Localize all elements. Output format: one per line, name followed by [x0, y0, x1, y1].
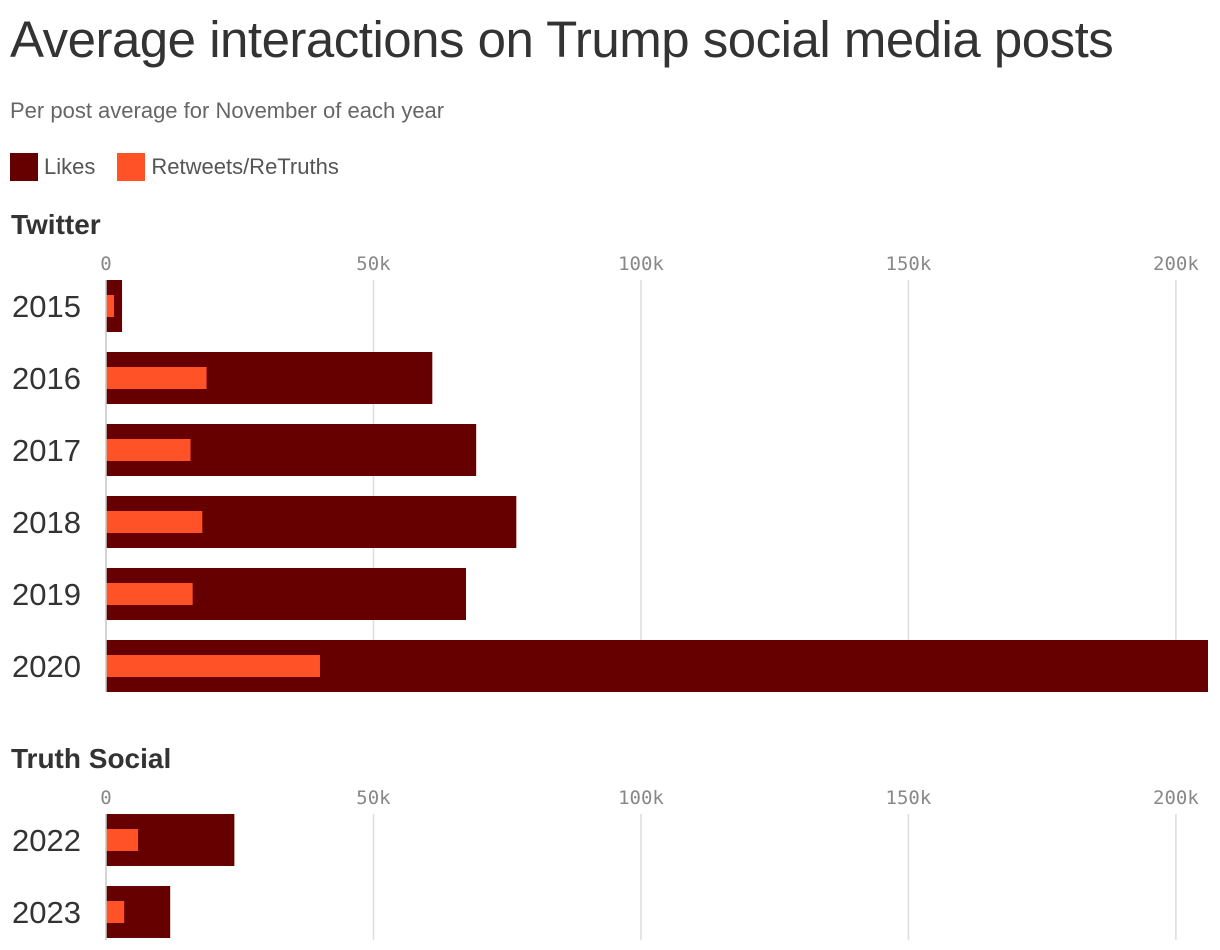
truth-social-tick-label: 200k [1153, 787, 1199, 809]
twitter-retweets-bar [106, 655, 320, 677]
twitter-category-label: 2020 [12, 649, 81, 684]
twitter-retweets-bar [106, 511, 203, 533]
twitter-tick-label: 50k [356, 253, 391, 275]
twitter-category-label: 2016 [12, 361, 81, 396]
truth-social-category-label: 2023 [12, 895, 81, 930]
legend-label-likes: Likes [44, 154, 96, 179]
truth-social-retweets-bar [106, 901, 125, 923]
truth-social-retweets-bar [106, 829, 139, 851]
twitter-likes-bar [106, 280, 123, 332]
twitter-retweets-bar [106, 367, 207, 389]
legend-item-likes: Likes [10, 153, 95, 181]
truth-social-tick-label: 100k [618, 787, 664, 809]
truth-social-panel-title: Truth Social [11, 743, 171, 774]
legend-swatch-likes [10, 153, 38, 181]
truth-social-tick-label: 50k [356, 787, 391, 809]
twitter-category-label: 2018 [12, 505, 81, 540]
twitter-tick-label: 150k [886, 253, 932, 275]
twitter-retweets-bar [106, 295, 115, 317]
twitter-category-label: 2017 [12, 433, 81, 468]
legend-item-retweets: Retweets/ReTruths [117, 153, 339, 181]
truth-social-tick-label: 150k [886, 787, 932, 809]
twitter-tick-label: 0 [100, 253, 111, 275]
chart-title: Average interactions on Trump social med… [10, 11, 1114, 68]
truth-social-category-label: 2022 [12, 823, 81, 858]
twitter-tick-label: 100k [618, 253, 664, 275]
legend-label-retweets: Retweets/ReTruths [151, 154, 339, 179]
twitter-category-label: 2015 [12, 289, 81, 324]
legend: Likes Retweets/ReTruths [10, 153, 361, 181]
truth-social-tick-label: 0 [100, 787, 111, 809]
legend-swatch-retweets [117, 153, 146, 181]
twitter-retweets-bar [106, 583, 193, 605]
twitter-tick-label: 200k [1153, 253, 1199, 275]
twitter-panel-title: Twitter [11, 209, 101, 240]
twitter-category-label: 2019 [12, 577, 81, 612]
twitter-retweets-bar [106, 439, 191, 461]
chart-subtitle: Per post average for November of each ye… [10, 98, 445, 123]
